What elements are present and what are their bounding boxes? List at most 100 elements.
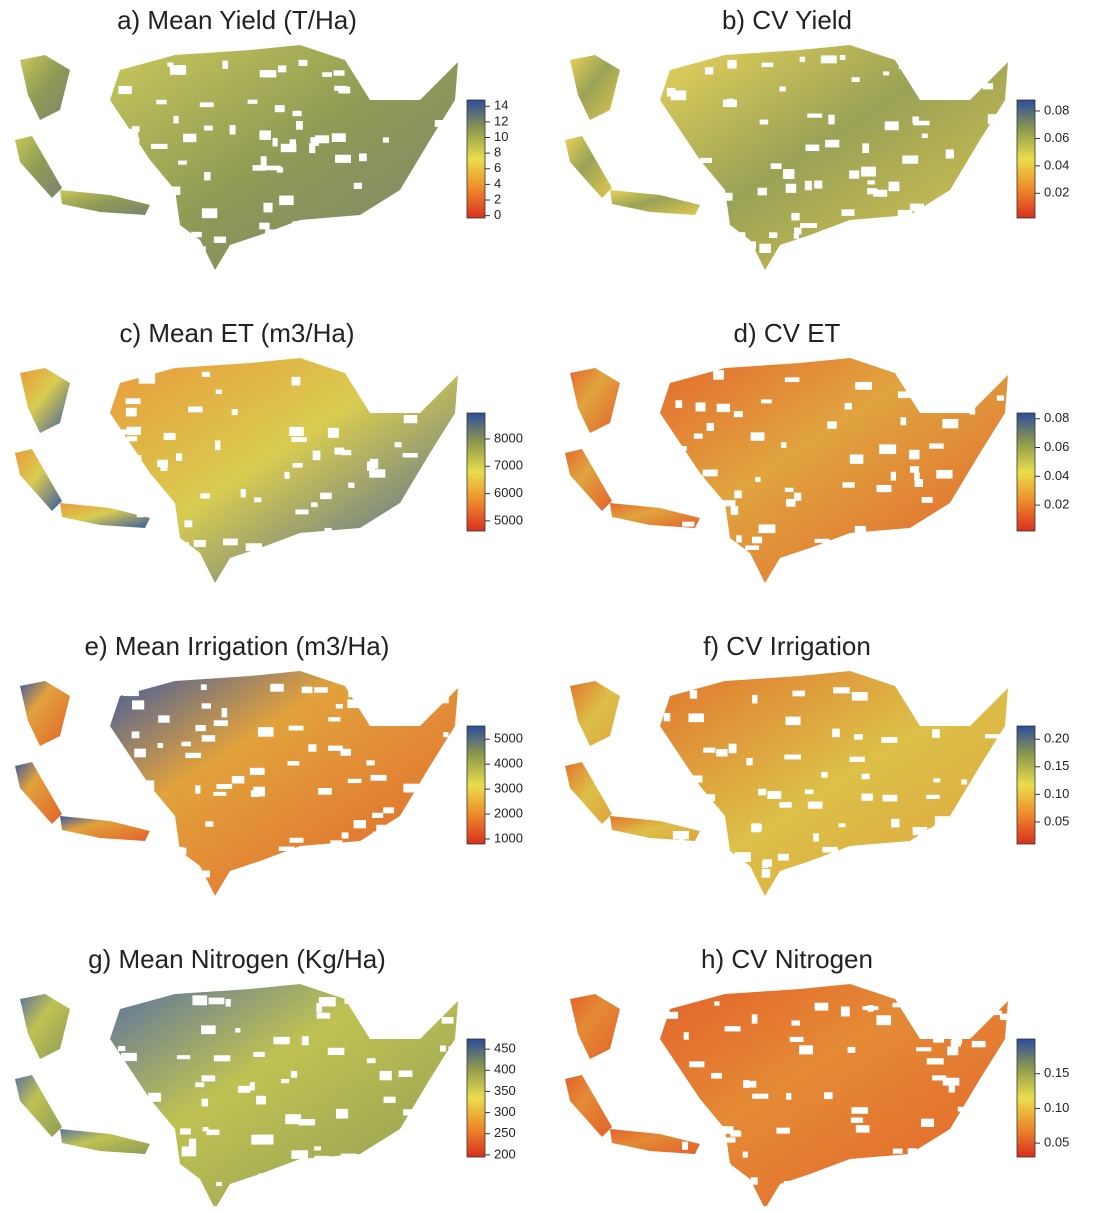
- map-gap: [436, 158, 441, 164]
- map-gap: [254, 497, 261, 502]
- map-gap: [867, 180, 874, 184]
- map-gap: [936, 470, 952, 479]
- colorbar-tick-label: 0.04: [1044, 468, 1069, 483]
- map-gap: [281, 1079, 289, 1083]
- map-gap: [437, 693, 449, 703]
- map-gap: [982, 1115, 997, 1122]
- panel-title: f) CV Irrigation: [703, 631, 871, 661]
- colorbar-tick-label: 350: [494, 1083, 516, 1098]
- map-gap: [250, 1082, 255, 1090]
- map-gap: [318, 788, 332, 795]
- map-gap: [893, 1149, 903, 1154]
- map-gap: [666, 1012, 678, 1019]
- map-gap: [134, 749, 146, 758]
- map-gap: [751, 1177, 758, 1184]
- map-gap: [850, 757, 865, 762]
- map-gap: [868, 861, 885, 866]
- map-gap: [443, 732, 448, 737]
- map-gap: [743, 1152, 748, 1158]
- map-region: [15, 449, 62, 511]
- map-gap: [845, 403, 852, 410]
- map-gap: [308, 744, 316, 752]
- map-gap: [399, 1070, 413, 1077]
- map-gap: [800, 57, 805, 62]
- map-gap: [341, 1154, 357, 1160]
- map-gap: [856, 1125, 870, 1132]
- map-gap: [188, 407, 203, 413]
- map-gap: [336, 1109, 348, 1119]
- map-gap: [822, 847, 838, 853]
- map-gap: [684, 175, 698, 185]
- map-gap: [176, 453, 182, 461]
- map: [15, 358, 458, 583]
- panel-title: c) Mean ET (m3/Ha): [119, 318, 354, 348]
- map-gap: [961, 1140, 967, 1150]
- map-region: [20, 994, 70, 1059]
- map-gap: [153, 214, 169, 220]
- colorbar-tick-label: 1000: [494, 830, 523, 845]
- map-gap: [752, 537, 762, 544]
- map-gap: [139, 1157, 147, 1164]
- map-gap: [410, 688, 421, 695]
- map-gap: [913, 827, 928, 835]
- map-gap: [762, 861, 768, 868]
- map-gap: [743, 1080, 749, 1088]
- map-gap: [266, 248, 282, 254]
- map-gap: [778, 563, 792, 570]
- map-gap: [201, 246, 206, 252]
- map-gap: [951, 389, 960, 395]
- map-gap: [663, 141, 673, 145]
- map-gap: [440, 1046, 446, 1052]
- map-gap: [216, 390, 222, 394]
- map-region: [110, 984, 458, 1206]
- map-region: [610, 190, 700, 215]
- colorbar-tick-label: 8: [494, 145, 501, 160]
- map-gap: [200, 493, 210, 498]
- map-gap: [328, 544, 339, 550]
- map-gap: [703, 748, 715, 753]
- map-gap: [128, 465, 138, 473]
- map-gap: [302, 533, 315, 541]
- map-gap: [291, 1150, 308, 1159]
- map-gap: [203, 1127, 209, 1131]
- map-gap: [293, 111, 302, 116]
- map-region: [20, 681, 70, 746]
- map-gap: [707, 423, 714, 431]
- map-gap: [258, 727, 274, 737]
- map-gap: [808, 802, 823, 809]
- map-gap: [137, 512, 145, 517]
- map-gap: [176, 847, 183, 852]
- map-gap: [786, 717, 801, 726]
- map-gap: [706, 503, 712, 509]
- map-gap: [849, 874, 864, 883]
- map-gap: [313, 451, 321, 461]
- map-gap: [779, 802, 791, 808]
- map-gap: [214, 720, 228, 726]
- map-gap: [852, 692, 868, 701]
- map-gap: [366, 760, 374, 765]
- map-gap: [183, 134, 196, 142]
- map-gap: [883, 71, 889, 75]
- map-gap: [715, 527, 726, 535]
- map-gap: [854, 734, 863, 739]
- map-gap: [792, 691, 805, 697]
- map-gap: [815, 240, 830, 248]
- map-gap: [912, 116, 919, 123]
- map-gap: [783, 169, 794, 179]
- map-gap: [827, 421, 836, 428]
- map-gap: [712, 868, 727, 876]
- map-gap: [372, 813, 383, 818]
- map-gap: [347, 699, 362, 708]
- map-gap: [983, 83, 993, 89]
- map-gap: [882, 795, 897, 802]
- map-gap: [892, 1003, 902, 1007]
- map-gap: [832, 729, 840, 738]
- map-gap: [693, 1125, 706, 1132]
- map-gap: [920, 81, 925, 90]
- map-gap: [997, 395, 1004, 400]
- map-gap: [727, 60, 736, 69]
- map-gap: [316, 1003, 322, 1012]
- map-gap: [395, 442, 402, 447]
- map-gap: [771, 163, 782, 169]
- map-gap: [863, 1006, 879, 1010]
